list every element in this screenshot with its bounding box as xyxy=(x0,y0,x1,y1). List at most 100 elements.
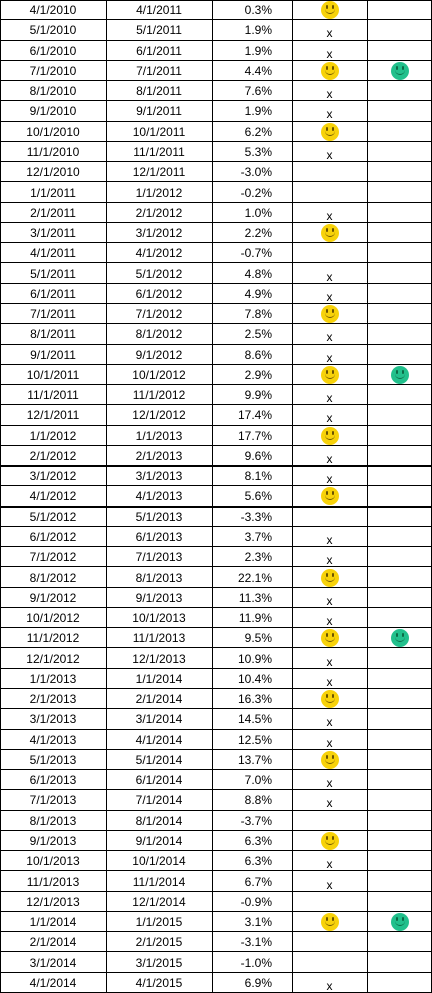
percent-change-cell[interactable]: 17.7% xyxy=(237,428,272,443)
start-date-cell[interactable]: 1/1/2011 xyxy=(30,185,76,200)
marker-cell[interactable] xyxy=(292,162,367,182)
extra-marker-cell[interactable] xyxy=(367,709,432,729)
end-date-cell[interactable]: 1/1/2012 xyxy=(135,185,183,200)
extra-marker-cell[interactable] xyxy=(367,790,432,810)
end-date-cell[interactable]: 4/1/2015 xyxy=(135,975,183,990)
extra-marker-cell[interactable] xyxy=(367,182,432,202)
percent-change-cell[interactable]: 6.3% xyxy=(244,854,272,869)
percent-change-cell[interactable]: -3.1% xyxy=(240,935,272,950)
extra-marker-cell[interactable] xyxy=(367,446,432,466)
extra-marker-cell[interactable] xyxy=(367,831,432,851)
start-date-cell[interactable]: 1/1/2014 xyxy=(29,915,77,930)
end-date-cell[interactable]: 11/1/2013 xyxy=(132,631,186,646)
extra-marker-cell[interactable] xyxy=(367,466,432,486)
extra-marker-cell[interactable] xyxy=(367,243,432,263)
end-date-cell[interactable]: 7/1/2011 xyxy=(136,63,182,78)
marker-cell[interactable]: x xyxy=(292,446,367,466)
extra-marker-cell[interactable] xyxy=(367,973,432,993)
end-date-cell[interactable]: 7/1/2012 xyxy=(135,307,183,322)
marker-cell[interactable] xyxy=(292,243,367,263)
extra-marker-cell[interactable] xyxy=(367,41,432,61)
extra-marker-cell[interactable] xyxy=(367,263,432,283)
marker-cell[interactable]: x xyxy=(292,385,367,405)
marker-cell[interactable]: x xyxy=(292,709,367,729)
extra-marker-cell[interactable] xyxy=(367,284,432,304)
start-date-cell[interactable]: 8/1/2011 xyxy=(30,327,76,342)
percent-change-cell[interactable]: 3.7% xyxy=(244,530,272,545)
start-date-cell[interactable]: 9/1/2010 xyxy=(29,104,77,119)
start-date-cell[interactable]: 3/1/2012 xyxy=(29,469,77,484)
start-date-cell[interactable]: 12/1/2012 xyxy=(26,651,80,666)
start-date-cell[interactable]: 2/1/2012 xyxy=(29,448,77,463)
marker-cell[interactable] xyxy=(292,426,367,446)
start-date-cell[interactable]: 10/1/2012 xyxy=(26,611,80,626)
percent-change-cell[interactable]: 6.3% xyxy=(244,834,272,848)
marker-cell[interactable]: x xyxy=(292,81,367,101)
end-date-cell[interactable]: 3/1/2014 xyxy=(135,712,183,727)
start-date-cell[interactable]: 11/1/2013 xyxy=(26,874,80,889)
end-date-cell[interactable]: 9/1/2014 xyxy=(135,834,183,848)
extra-marker-cell[interactable] xyxy=(367,405,432,425)
percent-change-cell[interactable]: 9.9% xyxy=(244,388,272,403)
end-date-cell[interactable]: 5/1/2012 xyxy=(135,266,183,281)
start-date-cell[interactable]: 12/1/2011 xyxy=(26,408,80,423)
start-date-cell[interactable]: 1/1/2012 xyxy=(29,428,77,443)
end-date-cell[interactable]: 11/1/2014 xyxy=(132,874,186,889)
percent-change-cell[interactable]: 6.9% xyxy=(244,975,272,990)
marker-cell[interactable]: x xyxy=(292,648,367,669)
start-date-cell[interactable]: 6/1/2013 xyxy=(29,773,77,788)
marker-cell[interactable] xyxy=(292,912,367,932)
end-date-cell[interactable]: 8/1/2012 xyxy=(135,327,183,342)
percent-change-cell[interactable]: 1.0% xyxy=(244,205,272,220)
start-date-cell[interactable]: 3/1/2013 xyxy=(29,712,77,727)
end-date-cell[interactable]: 5/1/2014 xyxy=(135,752,183,767)
end-date-cell[interactable]: 9/1/2013 xyxy=(135,590,183,605)
start-date-cell[interactable]: 5/1/2010 xyxy=(29,23,77,38)
end-date-cell[interactable]: 7/1/2014 xyxy=(135,793,183,808)
percent-change-cell[interactable]: 2.9% xyxy=(244,367,272,382)
marker-cell[interactable] xyxy=(292,182,367,202)
percent-change-cell[interactable]: 1.9% xyxy=(244,23,272,38)
end-date-cell[interactable]: 3/1/2012 xyxy=(135,226,183,241)
percent-change-cell[interactable]: 2.5% xyxy=(244,327,272,342)
extra-marker-cell[interactable] xyxy=(367,203,432,223)
marker-cell[interactable]: x xyxy=(292,973,367,993)
end-date-cell[interactable]: 2/1/2015 xyxy=(135,935,183,950)
start-date-cell[interactable]: 6/1/2010 xyxy=(29,43,77,58)
extra-marker-cell[interactable] xyxy=(367,304,432,324)
end-date-cell[interactable]: 10/1/2012 xyxy=(132,367,186,382)
extra-marker-cell[interactable] xyxy=(367,101,432,121)
percent-change-cell[interactable]: 22.1% xyxy=(237,570,272,585)
percent-change-cell[interactable]: 16.3% xyxy=(237,692,272,707)
end-date-cell[interactable]: 6/1/2012 xyxy=(135,286,183,301)
percent-change-cell[interactable]: 2.2% xyxy=(244,226,272,241)
percent-change-cell[interactable]: 10.4% xyxy=(237,671,272,686)
end-date-cell[interactable]: 5/1/2011 xyxy=(136,23,182,38)
end-date-cell[interactable]: 8/1/2014 xyxy=(135,813,183,828)
extra-marker-cell[interactable] xyxy=(367,486,432,506)
extra-marker-cell[interactable] xyxy=(367,851,432,871)
marker-cell[interactable]: x xyxy=(292,851,367,871)
start-date-cell[interactable]: 2/1/2011 xyxy=(30,205,76,220)
percent-change-cell[interactable]: 5.6% xyxy=(244,489,272,504)
start-date-cell[interactable]: 11/1/2011 xyxy=(27,388,79,403)
extra-marker-cell[interactable] xyxy=(367,61,432,81)
extra-marker-cell[interactable] xyxy=(367,892,432,912)
extra-marker-cell[interactable] xyxy=(367,588,432,608)
percent-change-cell[interactable]: -1.0% xyxy=(240,955,272,970)
percent-change-cell[interactable]: 7.8% xyxy=(244,307,272,322)
extra-marker-cell[interactable] xyxy=(367,385,432,405)
start-date-cell[interactable]: 12/1/2013 xyxy=(26,894,80,909)
extra-marker-cell[interactable] xyxy=(367,648,432,668)
percent-change-cell[interactable]: 9.5% xyxy=(244,631,272,646)
extra-marker-cell[interactable] xyxy=(367,142,432,162)
marker-cell[interactable] xyxy=(292,0,367,20)
percent-change-cell[interactable]: 6.7% xyxy=(244,874,272,889)
extra-marker-cell[interactable] xyxy=(367,567,432,587)
start-date-cell[interactable]: 4/1/2012 xyxy=(29,489,77,504)
marker-cell[interactable]: x xyxy=(292,871,367,892)
start-date-cell[interactable]: 7/1/2012 xyxy=(29,550,77,565)
marker-cell[interactable]: x xyxy=(292,101,367,121)
end-date-cell[interactable]: 2/1/2013 xyxy=(135,448,183,463)
marker-cell[interactable]: x xyxy=(292,41,367,61)
